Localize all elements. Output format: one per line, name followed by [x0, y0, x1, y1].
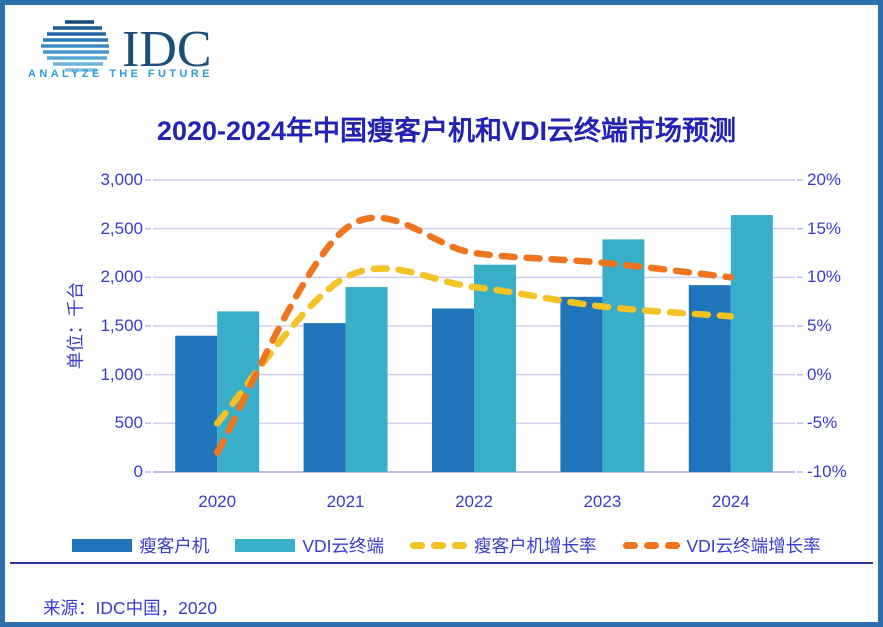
growth-line-0: [213, 265, 735, 427]
dash-segment: [431, 541, 446, 549]
x-axis-label-2024: 2024: [711, 492, 750, 511]
idc-wordmark: IDC: [122, 21, 212, 77]
chart-legend: 瘦客户机 VDI云终端 瘦客户机增长率 VDI云终端增长率: [5, 532, 878, 558]
right-axis-tick-label: 0%: [807, 364, 832, 384]
right-axis-tick-label: 10%: [807, 267, 842, 287]
legend-dash-swatch: [622, 541, 680, 549]
x-axis-label-2023: 2023: [583, 492, 622, 511]
bar-0-2021: [303, 323, 346, 472]
left-axis-tick-label: 1,500: [100, 316, 143, 335]
plot-area: [145, 179, 803, 473]
idc-logo: IDC: [25, 15, 255, 95]
left-axis-tick-label: 2,000: [100, 267, 143, 287]
legend-item: 瘦客户机增长率: [410, 533, 597, 558]
legend-item: VDI云终端增长率: [622, 533, 821, 558]
idc-tagline: ANALYZE THE FUTURE: [28, 68, 213, 80]
bar-0-2023: [560, 296, 603, 472]
bar-1-2024: [730, 215, 773, 472]
right-axis-tick-label: 20%: [807, 170, 842, 189]
footer-divider: [10, 562, 873, 564]
legend-label: VDI云终端: [302, 535, 384, 556]
bar-1-2023: [602, 239, 645, 472]
bar-1-2021: [345, 287, 388, 472]
legend-bar-swatch: [72, 538, 133, 552]
dash-segment: [664, 541, 680, 549]
bar-0-2020: [175, 335, 218, 472]
chart-title: 2020-2024年中国瘦客户机和VDI云终端市场预测: [156, 116, 737, 146]
legend-label: 瘦客户机增长率: [474, 535, 597, 556]
left-axis-tick-label: 2,500: [100, 218, 143, 238]
dash-segment: [410, 541, 425, 549]
left-axis-tick-label: 3,000: [100, 170, 143, 189]
right-axis-tick-label: 5%: [807, 316, 832, 335]
right-axis-tick-label: 15%: [807, 218, 842, 238]
legend-label: VDI云终端增长率: [686, 535, 821, 556]
legend-bar-swatch: [235, 538, 296, 552]
left-axis-tick-label: 500: [114, 413, 143, 433]
right-axis-tick-label: -5%: [807, 413, 838, 433]
bar-0-2022: [432, 308, 474, 472]
x-axis-label-2021: 2021: [326, 492, 365, 511]
legend-item: VDI云终端: [235, 533, 384, 558]
legend-label: 瘦客户机: [139, 535, 210, 556]
legend-dash-swatch: [410, 541, 467, 549]
x-axis-label-2022: 2022: [455, 492, 493, 511]
legend-item: 瘦客户机: [72, 533, 209, 558]
dash-segment: [452, 541, 467, 549]
x-axis-label-2020: 2020: [198, 492, 237, 511]
dash-segment: [622, 541, 638, 549]
bar-1-2022: [474, 264, 516, 472]
growth-line-1: [213, 214, 735, 456]
source-note: 来源：IDC中国，2020: [43, 598, 218, 618]
left-axis-tick-label: 0: [133, 462, 143, 481]
left-axis-tick-label: 1,000: [100, 364, 143, 384]
right-axis-tick-label: -10%: [807, 462, 847, 481]
idc-globe-icon: IDC: [41, 20, 212, 77]
dash-segment: [643, 541, 659, 549]
